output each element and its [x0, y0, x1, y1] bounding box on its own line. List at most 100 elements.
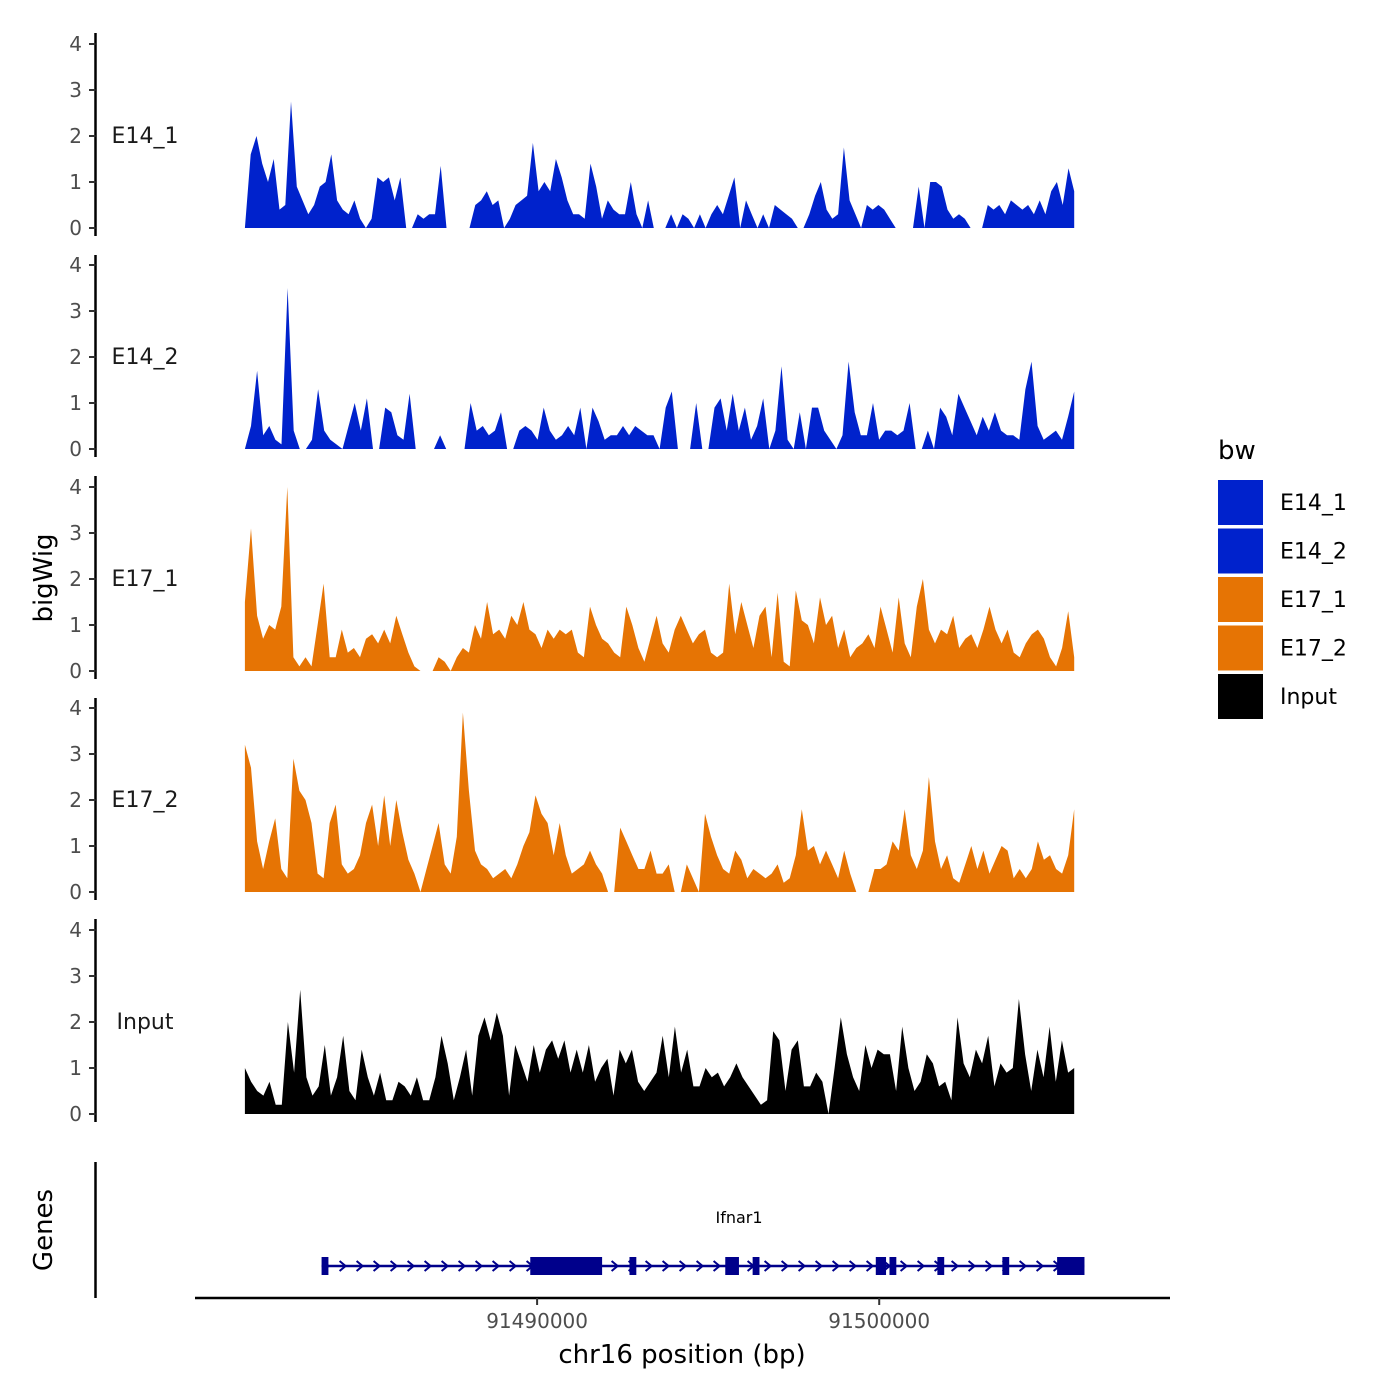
- strand-arrow: [644, 1260, 654, 1272]
- strand-arrow: [338, 1260, 348, 1272]
- track-Input: 0 1 2 3 4 Input: [69, 918, 1075, 1126]
- legend-swatch: [1218, 625, 1263, 671]
- legend-label: E14_2: [1280, 540, 1347, 565]
- y-tick-label: 0: [69, 659, 82, 683]
- gene-models: Ifnar1: [321, 1208, 1085, 1275]
- legend: bw E14_1 E14_2 E17_1 E17_2 Input: [1218, 436, 1347, 719]
- track-label: Input: [117, 1010, 174, 1035]
- strand-arrow: [780, 1260, 790, 1272]
- legend-swatch: [1218, 674, 1263, 719]
- y-tick-label: 1: [69, 613, 82, 637]
- y-tick-label: 2: [69, 345, 82, 369]
- gene-exon: [530, 1257, 603, 1275]
- x-tick-label: 91490000: [486, 1309, 588, 1333]
- track-label: E14_2: [112, 345, 179, 370]
- strand-arrow: [389, 1260, 399, 1272]
- x-ticks: 91490000 91500000: [486, 1298, 930, 1333]
- y-tick-label: 4: [69, 253, 82, 277]
- y-tick-label: 4: [69, 475, 82, 499]
- genes-panel: Genes Ifnar1: [29, 1162, 1085, 1298]
- y-axis-title: bigWig: [29, 533, 59, 622]
- strand-arrow: [440, 1260, 450, 1272]
- track-label: E17_2: [112, 788, 179, 813]
- strand-arrow: [610, 1260, 620, 1272]
- legend-label: Input: [1280, 685, 1337, 710]
- gene-Ifnar1: Ifnar1: [321, 1208, 1085, 1275]
- y-tick-label: 3: [69, 742, 82, 766]
- y-tick-label: 4: [69, 696, 82, 720]
- y-tick-label: 3: [69, 964, 82, 988]
- strand-arrow: [865, 1260, 875, 1272]
- legend-label: E14_1: [1280, 491, 1347, 516]
- strand-arrow: [950, 1260, 960, 1272]
- legend-swatch: [1218, 528, 1263, 574]
- y-tick-label: 3: [69, 299, 82, 323]
- strand-arrow: [695, 1260, 705, 1272]
- y-tick-label: 3: [69, 78, 82, 102]
- y-tick-label: 4: [69, 918, 82, 942]
- y-tick-label: 2: [69, 124, 82, 148]
- strand-arrow: [457, 1260, 467, 1272]
- strand-arrow: [1035, 1260, 1045, 1272]
- y-tick-label: 0: [69, 880, 82, 904]
- track-label: E14_1: [112, 124, 179, 149]
- coverage-area-E17_1: [244, 487, 1075, 671]
- strand-arrow: [355, 1260, 365, 1272]
- strand-arrow: [406, 1260, 416, 1272]
- y-tick-label: 0: [69, 1102, 82, 1126]
- strand-arrow: [372, 1260, 382, 1272]
- gene-exon: [321, 1257, 329, 1275]
- strand-arrow: [678, 1260, 688, 1272]
- coverage-tracks: 0 1 2 3 4 E14_1 0 1 2 3 4 E14_2 0 1 2 3 4 E17_1 0 1 2 3 4 E17_2…: [69, 32, 1075, 1126]
- y-tick-label: 2: [69, 1010, 82, 1034]
- track-label: E17_1: [112, 567, 179, 592]
- legend-swatch: [1218, 577, 1263, 622]
- strand-arrow: [712, 1260, 722, 1272]
- strand-arrow: [491, 1260, 501, 1272]
- y-tick-label: 3: [69, 521, 82, 545]
- track-E17_1: 0 1 2 3 4 E17_1: [69, 475, 1075, 683]
- legend-entry-E17_1: E17_1: [1218, 577, 1347, 622]
- gene-exon: [725, 1257, 739, 1275]
- gene-exon: [937, 1257, 945, 1275]
- gene-exon: [629, 1257, 637, 1275]
- y-tick-label: 1: [69, 391, 82, 415]
- x-axis-title: chr16 position (bp): [558, 1340, 805, 1370]
- legend-entry-E17_2: E17_2: [1218, 625, 1347, 671]
- strand-arrow: [831, 1260, 841, 1272]
- track-E14_2: 0 1 2 3 4 E14_2: [69, 253, 1075, 461]
- strand-arrow: [916, 1260, 926, 1272]
- track-E17_2: 0 1 2 3 4 E17_2: [69, 696, 1075, 904]
- y-tick-label: 4: [69, 32, 82, 56]
- strand-arrow: [848, 1260, 858, 1272]
- strand-arrow: [661, 1260, 671, 1272]
- legend-entry-E14_2: E14_2: [1218, 528, 1347, 574]
- y-tick-label: 1: [69, 834, 82, 858]
- strand-arrow: [967, 1260, 977, 1272]
- strand-arrow: [474, 1260, 484, 1272]
- strand-arrow: [814, 1260, 824, 1272]
- strand-arrow: [1018, 1260, 1028, 1272]
- y-tick-label: 1: [69, 1056, 82, 1080]
- y-tick-label: 1: [69, 170, 82, 194]
- legend-swatch: [1218, 480, 1263, 525]
- coverage-area-E17_2: [244, 712, 1075, 892]
- coverage-area-E14_1: [244, 101, 1075, 228]
- x-axis: 91490000 91500000 chr16 position (bp): [195, 1296, 1170, 1370]
- genes-axis-title: Genes: [29, 1189, 59, 1271]
- y-tick-label: 0: [69, 437, 82, 461]
- legend-label: E17_1: [1280, 588, 1347, 613]
- legend-title: bw: [1218, 436, 1256, 466]
- legend-label: E17_2: [1280, 637, 1347, 662]
- gene-exon: [1002, 1257, 1010, 1275]
- strand-arrow: [763, 1260, 773, 1272]
- track-E14_1: 0 1 2 3 4 E14_1: [69, 32, 1075, 240]
- legend-entry-E14_1: E14_1: [1218, 480, 1347, 525]
- y-tick-label: 2: [69, 788, 82, 812]
- legend-entry-Input: Input: [1218, 674, 1337, 719]
- y-tick-label: 2: [69, 567, 82, 591]
- strand-arrow: [508, 1260, 518, 1272]
- gene-exon: [889, 1257, 897, 1275]
- strand-arrow: [423, 1260, 433, 1272]
